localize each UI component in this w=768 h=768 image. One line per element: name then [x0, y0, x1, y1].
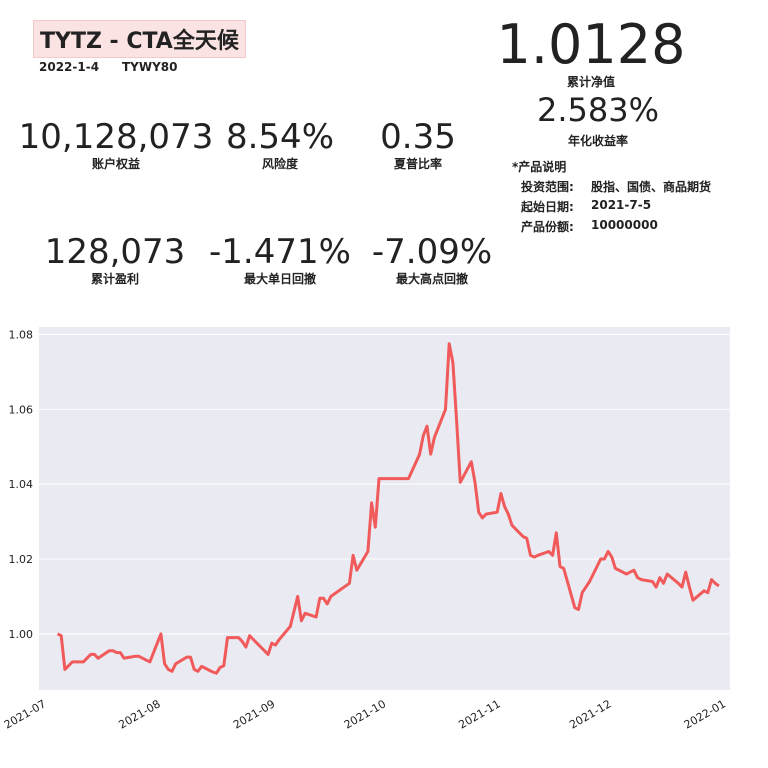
- y-tick-label: 1.02: [9, 553, 34, 566]
- stat-sharpe: 0.35 夏普比率: [358, 118, 478, 172]
- stat-risk: 8.54% 风险度: [216, 118, 344, 172]
- x-tick-label: 2022-01: [682, 697, 728, 731]
- product-info-heading: *产品说明: [512, 160, 567, 174]
- x-tick-label: 2021-11: [456, 697, 502, 731]
- product-info-key-shares: 产品份额:: [521, 220, 574, 234]
- product-info-key-start: 起始日期:: [521, 200, 574, 214]
- stat-max-daily-drawdown-label: 最大单日回撤: [243, 272, 316, 286]
- annual-return-label: 年化收益率: [567, 134, 628, 148]
- y-tick-label: 1.04: [9, 478, 34, 491]
- y-tick-label: 1.08: [9, 328, 34, 341]
- stat-max-drawdown-value: -7.09%: [371, 232, 493, 272]
- stat-profit-value: 128,073: [44, 232, 186, 272]
- x-tick-label: 2021-10: [342, 697, 388, 731]
- nav-series-line: [56, 342, 720, 675]
- product-info-value-scope: 股指、国债、商品期货: [591, 180, 712, 194]
- x-tick-label: 2021-09: [231, 697, 277, 731]
- stat-profit-label: 累计盈利: [90, 272, 139, 286]
- x-tick-label: 2021-12: [567, 697, 613, 731]
- product-title: TYTZ - CTA全天候: [33, 20, 246, 58]
- x-tick-label: 2021-08: [116, 697, 162, 731]
- product-info-value-start: 2021-7-5: [591, 198, 652, 212]
- y-tick-label: 1.00: [9, 628, 34, 641]
- stat-sharpe-value: 0.35: [380, 117, 456, 157]
- stat-equity-label: 账户权益: [91, 157, 140, 171]
- stat-profit: 128,073 累计盈利: [40, 233, 190, 287]
- y-tick-label: 1.06: [9, 403, 34, 416]
- product-title-text: TYTZ - CTA全天候: [40, 29, 239, 54]
- plot-area: [39, 327, 730, 690]
- stat-max-drawdown-label: 最大高点回撤: [395, 272, 468, 286]
- annual-return-value: 2.583%: [536, 91, 659, 129]
- stat-max-daily-drawdown-value: -1.471%: [209, 232, 351, 272]
- product-info-key-scope: 投资范围:: [521, 180, 574, 194]
- report-date: 2022-1-4: [39, 60, 100, 74]
- product-code: TYWY80: [122, 60, 178, 74]
- stat-max-drawdown: -7.09% 最大高点回撤: [366, 233, 498, 287]
- x-tick-label: 2021-07: [2, 697, 48, 731]
- product-info-value-shares: 10000000: [591, 218, 658, 232]
- stat-max-daily-drawdown: -1.471% 最大单日回撤: [208, 233, 352, 287]
- stat-risk-label: 风险度: [261, 157, 298, 171]
- nav-value: 1.0128: [496, 13, 686, 76]
- stat-equity: 10,128,073 账户权益: [18, 118, 214, 172]
- stat-sharpe-label: 夏普比率: [393, 157, 442, 171]
- nav-label: 累计净值: [566, 75, 615, 89]
- stat-equity-value: 10,128,073: [18, 117, 214, 157]
- stat-risk-value: 8.54%: [225, 117, 334, 157]
